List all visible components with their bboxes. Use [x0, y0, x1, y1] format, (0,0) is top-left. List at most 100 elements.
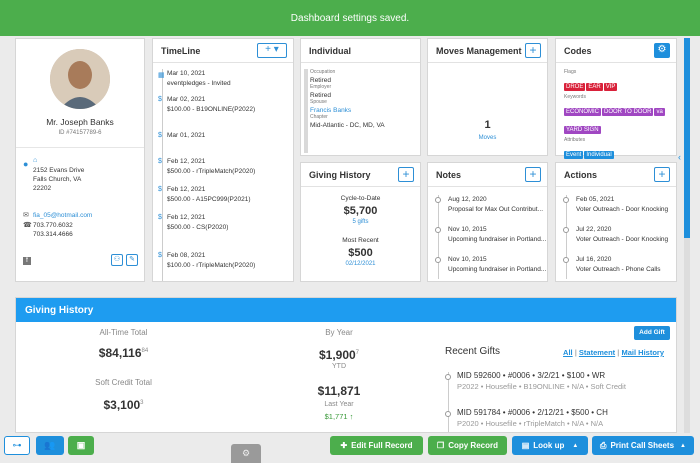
lastyear-label: Last Year — [324, 401, 354, 408]
users-button[interactable]: 👥 — [36, 436, 64, 455]
attribute-tag[interactable]: Individual — [584, 151, 614, 159]
timeline-text: eventpledges - Invited — [167, 80, 231, 87]
collapse-chevron-icon[interactable]: ‹ — [678, 152, 681, 162]
flag-tag[interactable]: DROE — [564, 83, 586, 91]
individual-scrollbar[interactable] — [304, 69, 308, 153]
contact-card-icon[interactable]: ⚇ — [111, 254, 123, 266]
spouse-label: Spouse — [310, 99, 327, 105]
flags-list: DROE EAR VIP — [564, 75, 672, 93]
note-item[interactable]: Aug 12, 2020 Proposal for Max Out Contrib… — [448, 195, 543, 215]
moves-link[interactable]: Moves — [478, 135, 497, 141]
action-item[interactable]: Feb 05, 2021 Voter Outreach - Door Knocki… — [576, 195, 668, 215]
note-item[interactable]: Nov 10, 2015 Upcoming fundraiser in Portl… — [448, 255, 546, 275]
employer-value: Retired — [310, 91, 331, 99]
action-text: Voter Outreach - Door Knocking — [576, 236, 669, 243]
soft-cents: 3 — [140, 400, 144, 406]
edit-full-record-button[interactable]: ✚ Edit Full Record — [330, 436, 423, 455]
action-item[interactable]: Jul 16, 2020 Voter Outreach - Phone Calls — [576, 255, 661, 275]
flag-tag[interactable]: VIP — [603, 83, 618, 91]
keyword-tag[interactable]: ECONOMIC — [564, 108, 601, 116]
moves-add-button[interactable]: + — [525, 43, 541, 58]
action-item[interactable]: Jul 22, 2020 Voter Outreach - Door Knocki… — [576, 225, 668, 245]
notes-add-button[interactable]: + — [525, 167, 541, 182]
timeline-item[interactable]: Feb 08, 2021 $100.00 - rTripleMatch(P2020… — [167, 251, 255, 271]
timeline-item[interactable]: Feb 12, 2021 $500.00 - rTripleMatch(P2020… — [167, 157, 255, 177]
occupation-label: Occupation — [310, 69, 336, 75]
giving-history-banner: Giving History — [16, 298, 676, 322]
keyword-tag[interactable]: va — [654, 108, 665, 116]
actions-header: Actions — [556, 163, 676, 187]
email-link[interactable]: fia_05@hotmail.com — [33, 212, 93, 219]
notes-line — [438, 195, 439, 279]
codes-title: Codes — [564, 45, 592, 56]
codes-settings-button[interactable]: ⚙ — [654, 43, 670, 58]
timeline-add-button[interactable]: + ▾ — [257, 43, 287, 58]
individual-header: Individual — [301, 39, 420, 63]
gift-detail: P2020 • Housefile • rTripleMatch • N/A •… — [457, 419, 604, 428]
save-button[interactable]: ▣ — [68, 436, 94, 455]
sitemap-button[interactable]: ⊶ — [4, 436, 30, 455]
notes-title: Notes — [436, 169, 462, 180]
timeline-item[interactable]: Feb 12, 2021 $500.00 - A15PC999(P2021) — [167, 185, 250, 205]
codes-body: Flags DROE EAR VIP Keywords ECONOMIC DOOR T… — [564, 69, 672, 161]
print-call-sheets-button[interactable]: ⎙ Print Call Sheets ▲ — [592, 436, 694, 455]
flag-tag[interactable]: EAR — [586, 83, 603, 91]
recent-date-link[interactable]: 02/12/2021 — [345, 261, 376, 267]
timeline-date: Feb 12, 2021 — [167, 214, 206, 221]
action-date: Feb 05, 2021 — [576, 196, 615, 203]
giving-history-title: Giving History — [25, 304, 94, 316]
note-item[interactable]: Nov 10, 2015 Upcoming fundraiser in Portl… — [448, 225, 546, 245]
actions-add-button[interactable]: + — [654, 167, 670, 182]
codes-header: Codes — [556, 39, 676, 63]
note-dot — [435, 197, 441, 203]
keyword-tag[interactable]: YARD SIGN — [564, 126, 601, 134]
settings-gear-button[interactable]: ⚙ — [231, 444, 261, 463]
timeline-item[interactable]: Mar 01, 2021 — [167, 131, 205, 141]
profile-card: Mr. Joseph Banks ID #74157789-6 ● ⌂ 2152… — [15, 38, 145, 282]
gift-item[interactable]: MID 591784 • #0006 • 2/12/21 • $500 • CH… — [457, 407, 608, 429]
note-date: Nov 10, 2015 — [448, 256, 487, 263]
action-dot — [563, 197, 569, 203]
ctd-gifts-link[interactable]: 5 gifts — [352, 219, 369, 225]
timeline-text: $500.00 - A15PC999(P2021) — [167, 196, 251, 203]
chapter-label: Chapter — [310, 114, 328, 120]
actions-panel: Actions + Feb 05, 2021 Voter Outreach - D… — [555, 162, 677, 282]
timeline-item[interactable]: Feb 12, 2021 $500.00 - CS(P2020) — [167, 213, 228, 233]
flags-label: Flags — [564, 69, 577, 75]
giving-summary-add-button[interactable]: + — [398, 167, 414, 182]
lookup-button[interactable]: ▤ Look up ▲ — [512, 436, 588, 455]
note-date: Nov 10, 2015 — [448, 226, 487, 233]
recent-gifts-links: All | Statement | Mail History — [563, 348, 664, 357]
phone-icon: ☎ — [23, 222, 32, 229]
toast-message: Dashboard settings saved. — [0, 0, 700, 36]
keyword-tag[interactable]: DOOR TO DOOR — [602, 108, 654, 116]
add-gift-button[interactable]: Add Gift — [634, 326, 670, 340]
timeline-item[interactable]: Mar 02, 2021 $100.00 - B19ONLINE(P2022) — [167, 95, 255, 115]
note-dot — [435, 257, 441, 263]
page-scrollbar[interactable] — [684, 38, 690, 448]
ytd-cents: 7 — [355, 350, 360, 356]
attribute-tag[interactable]: Event — [564, 151, 584, 159]
link-separator: | — [617, 348, 620, 357]
facebook-icon[interactable]: f — [23, 257, 31, 265]
ytd-value: $1,9007 — [284, 348, 394, 362]
byyear-label: By Year — [325, 328, 353, 337]
note-date: Aug 12, 2020 — [448, 196, 487, 203]
timeline-item[interactable]: Mar 10, 2021 eventpledges - Invited — [167, 69, 231, 89]
spouse-link[interactable]: Francis Banks — [310, 106, 352, 114]
edit-user-icon: ✚ — [340, 441, 348, 450]
page-scrollbar-thumb[interactable] — [684, 38, 690, 238]
timeline-date: Mar 10, 2021 — [167, 70, 206, 77]
statement-link[interactable]: Statement — [578, 348, 616, 357]
gifts-line — [448, 372, 449, 432]
mail-history-link[interactable]: Mail History — [621, 348, 664, 357]
dollar-icon: $ — [158, 214, 162, 221]
soft-label: Soft Credit Total — [95, 378, 152, 387]
gift-item[interactable]: MID 592600 • #0006 • 3/2/21 • $100 • WR … — [457, 370, 626, 392]
giving-summary-header: Giving History — [301, 163, 420, 187]
ctd-value: $5,700 — [343, 205, 378, 217]
all-link[interactable]: All — [563, 348, 573, 357]
copy-icon: ❐ — [437, 441, 445, 450]
edit-card-icon[interactable]: ✎ — [126, 254, 138, 266]
copy-record-button[interactable]: ❐ Copy Record — [428, 436, 507, 455]
